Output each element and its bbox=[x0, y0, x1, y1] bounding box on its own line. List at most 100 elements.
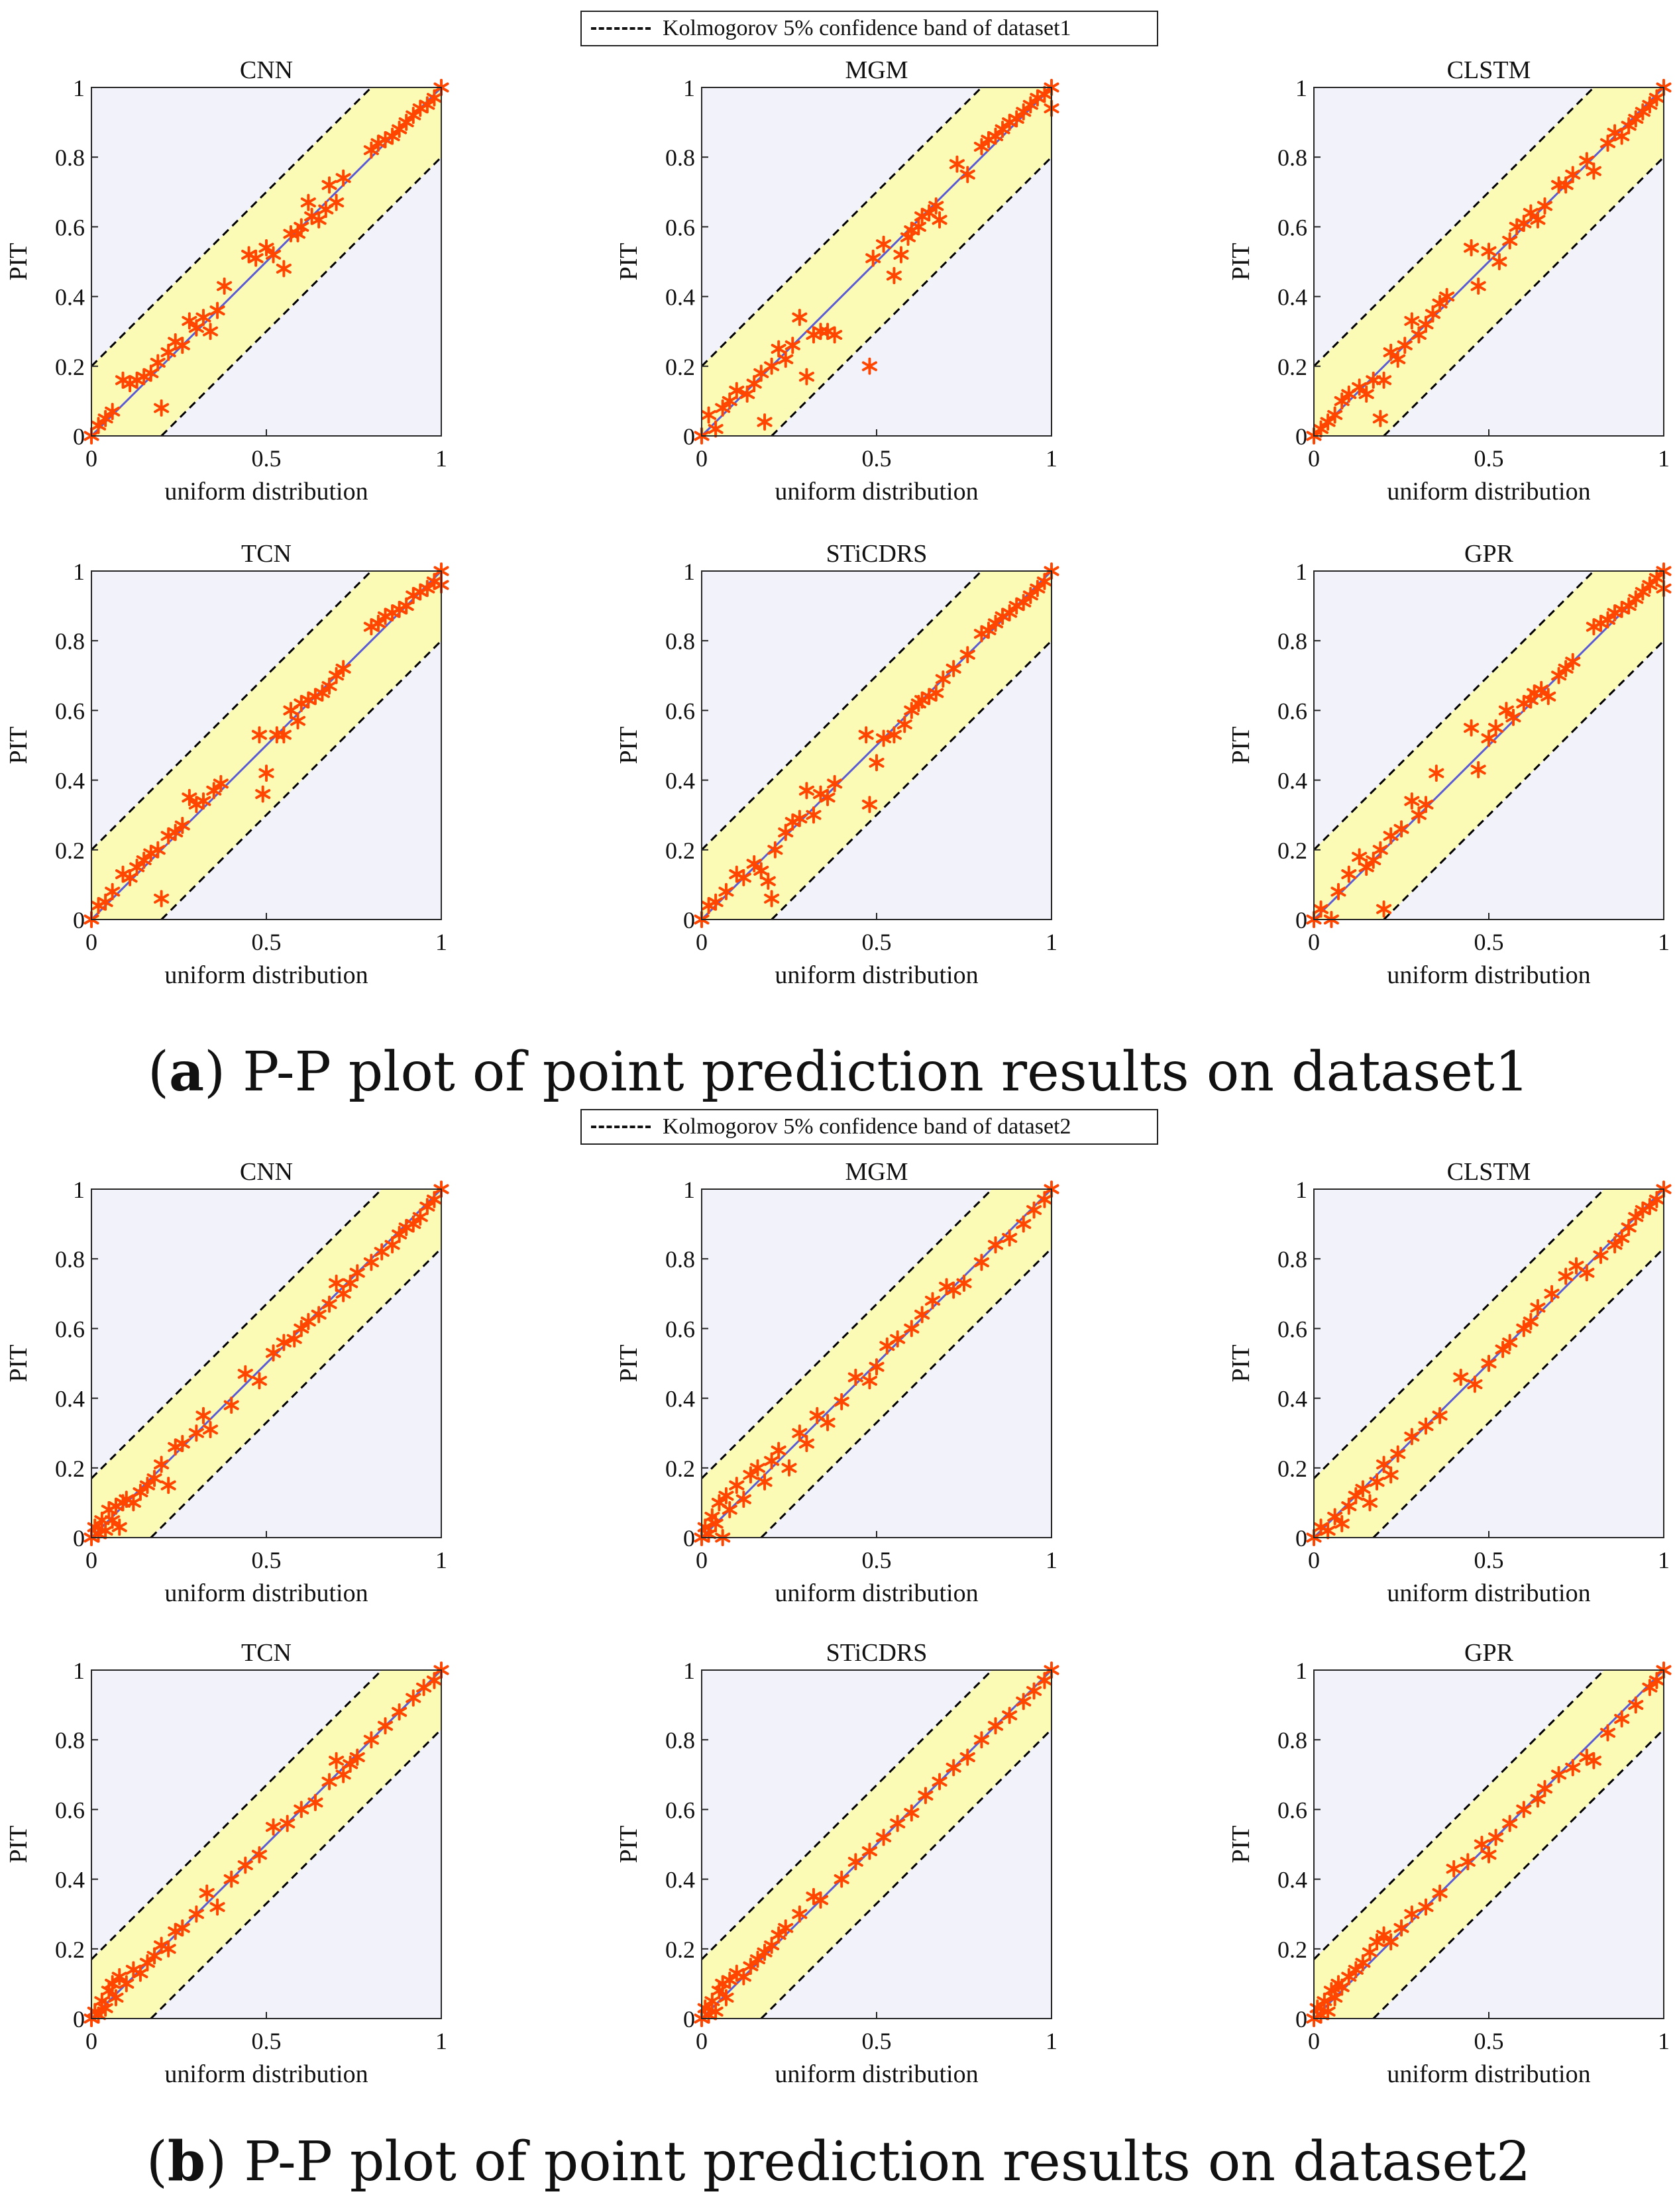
point bbox=[1502, 1815, 1518, 1832]
chart-title: CLSTM bbox=[1447, 56, 1531, 84]
point bbox=[160, 1477, 176, 1495]
point bbox=[276, 260, 292, 278]
point bbox=[398, 597, 414, 615]
point bbox=[363, 1731, 379, 1749]
point bbox=[827, 774, 843, 792]
point bbox=[1621, 1218, 1637, 1236]
caption-dataset1: (a) P-P plot of point prediction results… bbox=[147, 1040, 1530, 1104]
point bbox=[266, 1344, 282, 1362]
y-tick-label: 0.8 bbox=[55, 144, 85, 171]
point bbox=[1320, 2003, 1336, 2021]
legend-dashed-line-icon bbox=[591, 27, 651, 30]
point bbox=[384, 127, 400, 145]
point bbox=[812, 1891, 829, 1909]
point bbox=[1599, 1724, 1616, 1742]
point bbox=[199, 1884, 215, 1902]
data-points bbox=[1306, 1181, 1672, 1546]
point bbox=[209, 1898, 225, 1916]
x-axis-label: uniform distribution bbox=[164, 961, 368, 989]
point bbox=[1418, 315, 1434, 333]
band-upper-line bbox=[1313, 1669, 1605, 1960]
point bbox=[139, 1954, 156, 1972]
point bbox=[1425, 305, 1441, 323]
point bbox=[294, 1320, 309, 1338]
x-tick-label: 0.5 bbox=[862, 445, 892, 472]
point bbox=[1341, 865, 1357, 883]
point bbox=[335, 1765, 351, 1783]
point bbox=[105, 403, 121, 421]
band-upper-line bbox=[700, 1669, 993, 1960]
point bbox=[97, 1999, 113, 2017]
point bbox=[1369, 1933, 1385, 1951]
chart-tcn-dataset2: 0 0.2 0.4 0.6 0.8 1 0 0.5 1 TCN uniform distributi… bbox=[5, 1639, 449, 2088]
y-axis-label: PIT bbox=[615, 727, 643, 764]
x-tick-label: 0 bbox=[1308, 1547, 1320, 1573]
point bbox=[1516, 215, 1532, 233]
x-axis-label: uniform distribution bbox=[1387, 1579, 1590, 1607]
point bbox=[1599, 611, 1616, 629]
point bbox=[1516, 1320, 1532, 1338]
point bbox=[1358, 385, 1374, 403]
point bbox=[778, 823, 794, 841]
point bbox=[1649, 1671, 1664, 1689]
point bbox=[314, 684, 331, 702]
caption-text: P-P plot of point prediction results on … bbox=[243, 1041, 1530, 1104]
point bbox=[311, 211, 327, 229]
point bbox=[904, 1804, 920, 1822]
point bbox=[1586, 1752, 1601, 1769]
caption-dataset2: (b) P-P plot of point prediction results… bbox=[146, 2130, 1531, 2193]
point bbox=[392, 1226, 407, 1243]
point bbox=[174, 1434, 190, 1452]
point bbox=[1649, 569, 1664, 587]
point bbox=[1635, 103, 1650, 121]
caption-letter: a bbox=[168, 1040, 205, 1104]
point bbox=[1016, 1215, 1032, 1233]
point bbox=[946, 660, 961, 678]
point bbox=[932, 1773, 947, 1791]
chart-tcn-dataset1: 0 0.2 0.4 0.6 0.8 1 0 0.5 1 TCN uniform distributi… bbox=[5, 540, 449, 989]
point bbox=[987, 1717, 1004, 1735]
point bbox=[1628, 1208, 1644, 1226]
point bbox=[111, 1968, 127, 1985]
point bbox=[237, 1365, 253, 1383]
point bbox=[412, 1208, 428, 1226]
y-tick-label: 0 bbox=[683, 423, 695, 450]
point bbox=[426, 1190, 442, 1208]
x-tick-label: 0 bbox=[85, 445, 97, 472]
point bbox=[735, 1968, 751, 1985]
point bbox=[743, 1466, 759, 1484]
point bbox=[1383, 343, 1399, 361]
point bbox=[1393, 1919, 1409, 1937]
band-upper-line bbox=[700, 1188, 993, 1479]
point bbox=[722, 1501, 737, 1518]
point bbox=[188, 319, 204, 337]
legend-label: Kolmogorov 5% confidence band of dataset… bbox=[663, 16, 1071, 40]
point bbox=[847, 1369, 863, 1387]
point bbox=[806, 806, 822, 824]
y-tick-label: 0.2 bbox=[1277, 1936, 1307, 1963]
point bbox=[1628, 590, 1644, 608]
point bbox=[1481, 242, 1497, 260]
point bbox=[708, 2003, 724, 2021]
point bbox=[1366, 851, 1381, 869]
point bbox=[1505, 708, 1521, 726]
point bbox=[1016, 103, 1032, 121]
chart-title: MGM bbox=[845, 56, 908, 84]
point bbox=[1453, 1369, 1469, 1387]
point bbox=[1551, 1765, 1567, 1783]
x-tick-label: 1 bbox=[1658, 1547, 1670, 1573]
point bbox=[869, 1358, 885, 1376]
point bbox=[1320, 1522, 1336, 1540]
point bbox=[735, 1491, 751, 1508]
y-tick-label: 0 bbox=[683, 2006, 695, 2032]
y-tick-label: 0.8 bbox=[55, 628, 85, 655]
x-tick-label: 0.5 bbox=[862, 2028, 892, 2054]
y-axis-label: PIT bbox=[1227, 727, 1255, 764]
band-lower-line bbox=[760, 1247, 1053, 1539]
point bbox=[753, 862, 769, 880]
y-tick-label: 1 bbox=[73, 558, 85, 585]
point bbox=[1002, 604, 1018, 622]
point bbox=[771, 340, 786, 358]
y-tick-label: 0.6 bbox=[55, 698, 85, 724]
y-tick-label: 0.4 bbox=[55, 284, 85, 311]
